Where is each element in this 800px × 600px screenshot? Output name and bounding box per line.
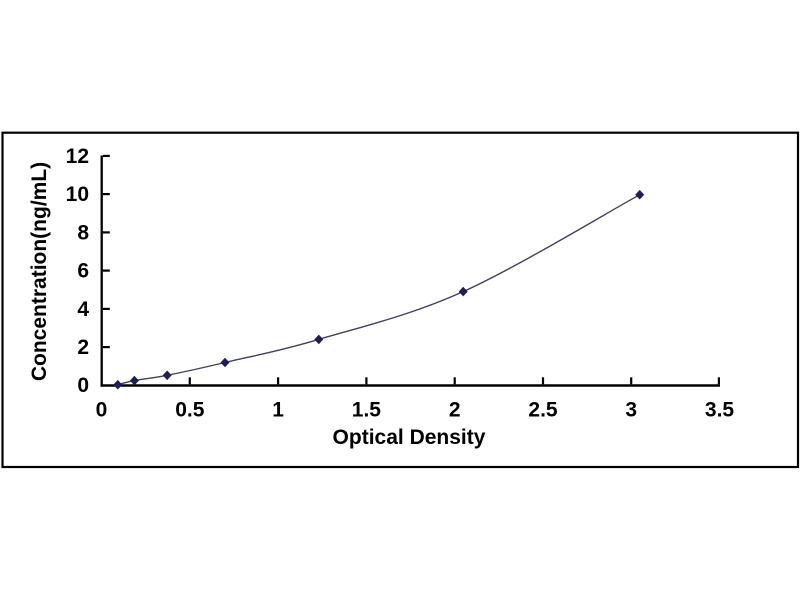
svg-text:2: 2 — [77, 336, 89, 359]
svg-text:10: 10 — [66, 183, 89, 206]
svg-text:Optical Density: Optical Density — [333, 426, 486, 449]
svg-text:2.5: 2.5 — [528, 399, 558, 422]
svg-text:1.5: 1.5 — [352, 399, 382, 422]
svg-text:2: 2 — [449, 399, 461, 422]
svg-text:12: 12 — [66, 145, 89, 168]
svg-text:8: 8 — [77, 222, 89, 245]
svg-text:Concentration(ng/mL): Concentration(ng/mL) — [28, 162, 51, 381]
svg-text:0: 0 — [96, 399, 108, 422]
svg-text:1: 1 — [272, 399, 284, 422]
svg-text:0.5: 0.5 — [175, 399, 205, 422]
svg-text:3: 3 — [625, 399, 637, 422]
svg-text:4: 4 — [77, 298, 89, 321]
svg-text:0: 0 — [77, 374, 89, 397]
svg-text:3.5: 3.5 — [705, 399, 735, 422]
svg-text:6: 6 — [77, 260, 89, 283]
